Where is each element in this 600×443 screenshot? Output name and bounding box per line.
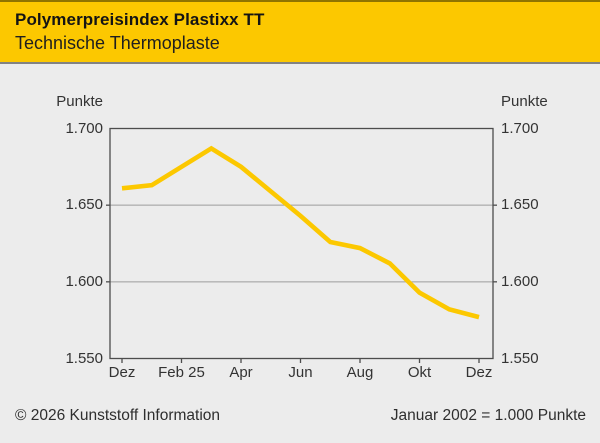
x-axis-tick-label: Jun [288, 364, 313, 381]
y-axis-tick-label-left: 1.650 [65, 196, 103, 214]
y-axis-tick-label-left: 1.700 [65, 119, 103, 137]
chart-title: Polymerpreisindex Plastixx TT [15, 10, 265, 29]
chart-subtitle: Technische Thermoplaste [15, 33, 220, 53]
copyright-text: © 2026 Kunststoff Information [15, 407, 221, 424]
y-axis-unit-label-left: Punkte [56, 93, 103, 110]
y-axis-unit-label-right: Punkte [501, 93, 548, 110]
y-axis-tick-label-left: 1.550 [65, 349, 103, 367]
y-axis-tick-label-right: 1.600 [501, 272, 539, 290]
x-axis-tick-label: Dez [465, 364, 493, 381]
y-axis-tick-label-right: 1.550 [501, 349, 539, 367]
y-axis-tick-label-right: 1.700 [501, 119, 539, 137]
y-axis-tick-label-left: 1.600 [65, 272, 103, 290]
line-chart-svg [106, 127, 497, 363]
x-axis-tick-label: Aug [346, 364, 374, 381]
chart-header: Polymerpreisindex Plastixx TT Technische… [0, 0, 600, 64]
x-axis-tick-label: Okt [407, 364, 432, 381]
plot-frame [109, 127, 494, 360]
index-base-note: Januar 2002 = 1.000 Punkte [390, 407, 586, 424]
x-axis-tick-label: Dez [108, 364, 136, 381]
x-axis-tick-label: Apr [229, 364, 253, 381]
x-axis-tick-label: Feb 25 [158, 364, 205, 381]
line-chart: 1.700 1.700 1.650 1.650 1.600 1.600 1.550 1.550… [0, 64, 600, 400]
price-line [121, 145, 480, 320]
y-axis-tick-label-right: 1.650 [501, 196, 539, 214]
